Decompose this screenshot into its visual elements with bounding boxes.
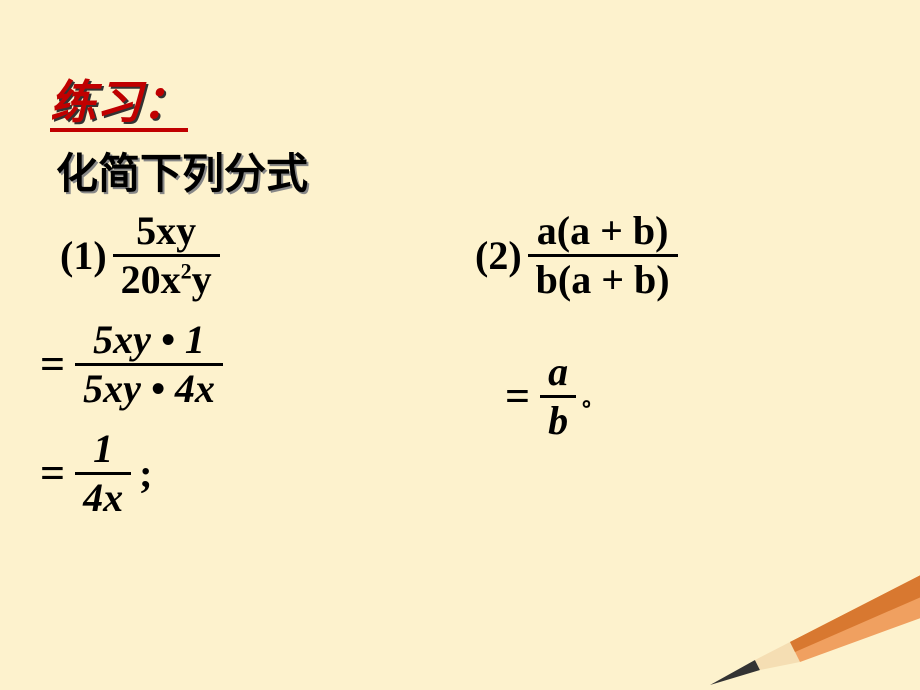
fraction: a(a + b) b(a + b): [528, 210, 678, 301]
exercise-title: 练习：: [50, 80, 188, 132]
denominator: 4x: [75, 477, 131, 519]
denominator: b(a + b): [528, 259, 678, 301]
equals-sign: =: [40, 339, 65, 390]
denominator: 5xy • 4x: [75, 368, 223, 410]
problem-1-step-2: = 1 4x ;: [40, 428, 440, 519]
problem-2: (2) a(a + b) b(a + b) = a b 。: [475, 210, 855, 460]
problem-2-step-1: = a b 。: [505, 351, 855, 442]
pencil-icon: [700, 570, 920, 690]
problem-1-step-1: = 5xy • 1 5xy • 4x: [40, 319, 440, 410]
numerator: a: [540, 351, 576, 393]
fraction: 1 4x: [75, 428, 131, 519]
problem-2-label: (2): [475, 232, 522, 279]
problem-1-given: (1) 5xy 20x2y: [60, 210, 440, 301]
problem-1-label: (1): [60, 232, 107, 279]
terminator: ;: [139, 450, 152, 497]
numerator: 5xy: [128, 210, 204, 252]
problem-2-given: (2) a(a + b) b(a + b): [475, 210, 855, 301]
denominator: b: [540, 400, 576, 442]
denominator: 20x2y: [113, 259, 220, 301]
problem-1: (1) 5xy 20x2y = 5xy • 1 5xy • 4x = 1 4x …: [60, 210, 440, 537]
terminator: 。: [582, 381, 604, 413]
fraction: a b: [540, 351, 576, 442]
numerator: 5xy • 1: [85, 319, 213, 361]
slide: 练习： 化简下列分式 (1) 5xy 20x2y = 5xy • 1 5xy •…: [0, 0, 920, 690]
numerator: a(a + b): [529, 210, 677, 252]
fraction: 5xy 20x2y: [113, 210, 220, 301]
equals-sign: =: [40, 448, 65, 499]
equals-sign: =: [505, 371, 530, 422]
fraction: 5xy • 1 5xy • 4x: [75, 319, 223, 410]
exercise-subtitle: 化简下列分式: [56, 140, 308, 201]
numerator: 1: [85, 428, 121, 470]
